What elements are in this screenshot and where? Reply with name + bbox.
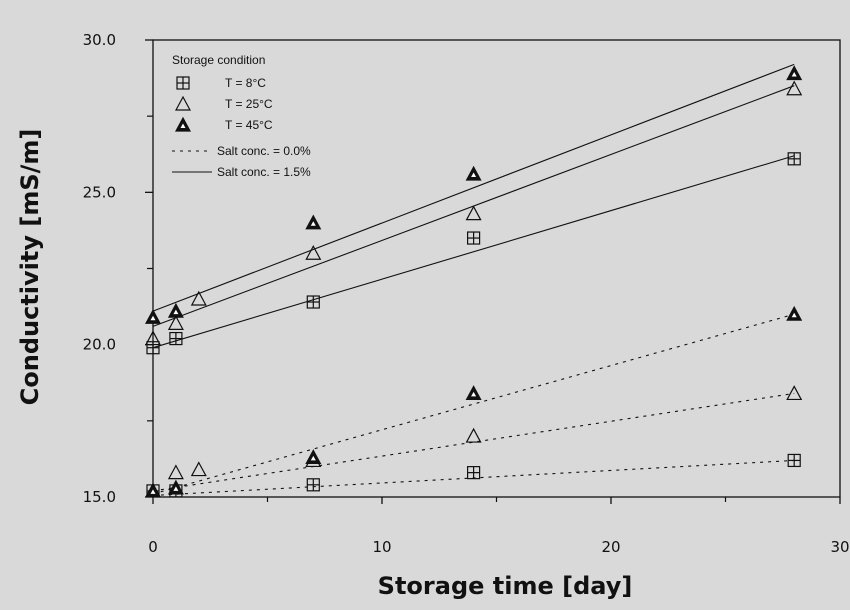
data-point-triangle-open [190,461,207,477]
data-point-triangle-filled-core [150,489,156,494]
data-point-triangle-open [144,330,162,346]
y-tick-label: 20.0 [83,336,116,354]
x-tick-label: 30 [830,538,849,556]
data-point-triangle-filled-core [173,309,179,315]
data-point-triangle-filled-core [150,315,156,321]
data-point-triangle-open [465,427,482,443]
x-axis-title: Storage time [day] [378,572,633,600]
legend-marker-triangle-open [174,95,192,111]
y-axis-title: Conductivity [mS/m] [16,129,44,406]
x-tick-label: 10 [372,538,391,556]
y-tick-label: 30.0 [83,31,116,49]
solid-fit-line [152,63,795,312]
data-point-triangle-open [465,205,482,221]
data-point-triangle-filled-core [791,72,797,77]
data-point-triangle-filled-core [310,455,316,461]
legend-title: Storage condition [172,53,265,67]
legend-label: Salt conc. = 0.0% [217,144,311,158]
data-point-triangle-filled-core [471,391,477,397]
legend-label: T = 8°C [225,76,266,90]
dotted-fit-line [152,313,795,495]
solid-fit-line [152,155,795,349]
data-point-triangle-open [167,464,184,480]
data-point-triangle-open [305,245,322,260]
data-point-triangle-filled-core [471,172,477,178]
legend-marker-triangle-filled-core [180,123,186,128]
data-point-triangle-open [786,80,803,96]
data-point-triangle-filled-core [310,221,316,226]
data-point-triangle-open [786,385,803,401]
y-tick-label: 25.0 [83,183,116,201]
data-point-triangle-open [167,315,184,330]
data-point-triangle-open [190,290,207,306]
plot-area: 0 10 20 30 15.0 20.0 25.0 30.0 Storage condition… [83,31,850,556]
legend-label: Salt conc. = 1.5% [217,165,311,179]
x-tick-label: 20 [601,538,620,556]
data-point-triangle-filled-core [173,486,179,491]
legend-label: T = 25°C [225,97,273,111]
legend-label: T = 45°C [225,118,273,132]
data-point-triangle-filled-core [791,312,797,318]
x-tick-label: 0 [148,538,158,556]
y-tick-label: 15.0 [83,488,116,506]
